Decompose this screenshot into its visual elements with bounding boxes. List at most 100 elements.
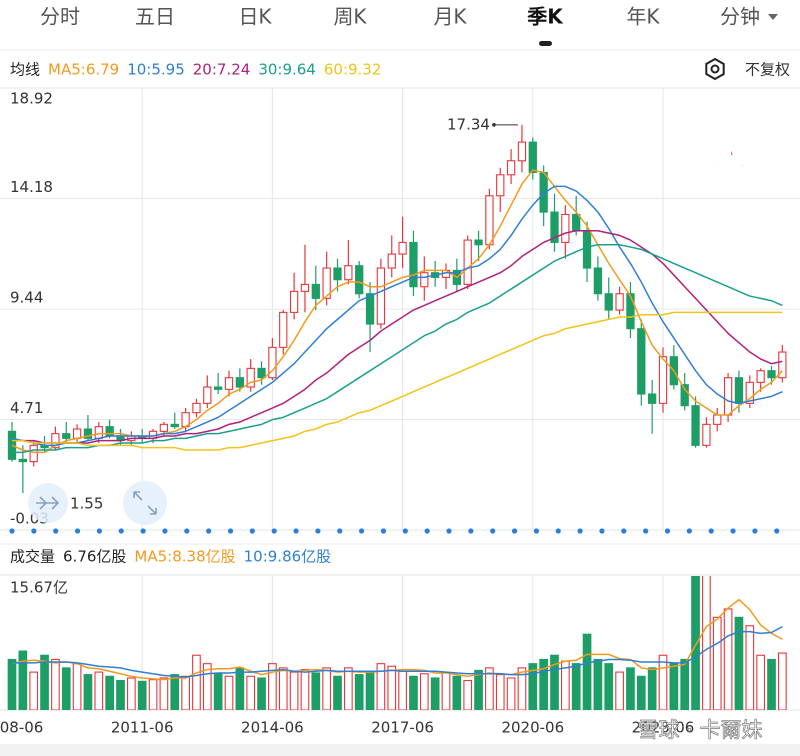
candle-body <box>62 433 71 439</box>
nav-icon <box>36 496 60 510</box>
volume-bar <box>712 616 722 710</box>
volume-bar <box>691 576 700 710</box>
volume-bar <box>441 672 451 710</box>
volume-bar <box>528 663 538 710</box>
settings-icon[interactable] <box>705 57 725 81</box>
volume-bar <box>343 667 353 710</box>
candle-body <box>647 393 657 404</box>
tab[interactable]: 月K <box>433 5 467 29</box>
timeline-dot <box>774 528 780 534</box>
volume-bar <box>647 667 657 710</box>
timeline-dot <box>162 528 168 534</box>
tab[interactable]: 五日 <box>135 5 175 29</box>
candle-body <box>376 267 386 325</box>
volume-bar <box>246 675 256 710</box>
candle-body <box>517 141 527 162</box>
tab[interactable]: 分钟 <box>720 5 760 29</box>
adjust-toggle[interactable]: 不复权 <box>745 61 790 79</box>
candle-body <box>29 444 38 463</box>
volume-bar <box>636 675 646 710</box>
candle-body <box>496 174 505 197</box>
timeline-dot <box>74 528 81 534</box>
timeline-dot <box>577 528 583 534</box>
volume-bar <box>419 673 429 710</box>
ma-line <box>12 311 783 451</box>
volume-bar <box>452 675 462 710</box>
candle-body <box>83 428 93 439</box>
volume-bar <box>105 675 114 710</box>
candle-body <box>572 213 581 232</box>
legend-entry: 均线 <box>10 61 40 79</box>
volume-bar <box>702 576 711 710</box>
volume-bar <box>94 671 104 710</box>
candle-body <box>528 141 537 173</box>
timeline-dot <box>118 528 124 534</box>
candle-body <box>333 267 342 281</box>
candle-body <box>365 293 375 325</box>
candle-body <box>604 293 613 311</box>
timeline-dot <box>490 528 496 534</box>
volume-bar <box>409 675 418 710</box>
candle-body <box>615 293 624 311</box>
timeline-dot <box>9 528 15 534</box>
volume-bar <box>571 663 581 710</box>
volume-bar <box>159 677 169 710</box>
volume-bar <box>745 625 755 710</box>
volume-bar <box>72 663 82 710</box>
volume-bar <box>658 654 668 710</box>
candle-body <box>159 423 169 432</box>
candle-body <box>767 370 776 379</box>
legend-entry: 30:9.64 <box>258 61 316 79</box>
timeline-dot <box>468 528 474 534</box>
candle-body <box>94 426 103 439</box>
volume-bar <box>51 658 60 710</box>
tab[interactable]: 季K <box>526 5 564 29</box>
volume-bar <box>333 675 342 710</box>
x-tick-label: 2020-06 <box>501 719 564 737</box>
candle-body <box>51 433 60 449</box>
ma-line <box>12 243 783 454</box>
volume-bar <box>723 608 733 710</box>
volume-bar <box>83 674 93 710</box>
timeline-dot <box>184 528 190 534</box>
timeline-dot <box>621 528 627 534</box>
candle-body <box>691 405 700 446</box>
candle-body <box>626 293 635 330</box>
timeline-dot <box>315 528 321 534</box>
volume-bar <box>365 671 375 710</box>
volume-bar <box>116 679 125 710</box>
volume-bar <box>29 671 39 710</box>
tab[interactable]: 日K <box>238 5 272 29</box>
timeline-dot <box>533 528 540 534</box>
ma-line <box>12 625 783 678</box>
expand-icon <box>133 491 157 515</box>
legend-entry: 20:7.24 <box>193 61 251 79</box>
y-tick-label: 18.92 <box>10 90 53 108</box>
candle-body <box>409 241 418 288</box>
candle-body <box>235 377 244 388</box>
volume-bar <box>485 667 494 710</box>
timeline-dot <box>227 528 234 534</box>
annotation: 1.55 <box>70 495 103 513</box>
legend-entry: 成交量 <box>10 548 55 566</box>
legend-entry: 10:9.86亿股 <box>244 548 332 566</box>
candle-body <box>170 423 179 428</box>
tab[interactable]: 周K <box>333 5 367 29</box>
candle-body <box>420 272 429 288</box>
expand-button[interactable] <box>123 481 167 525</box>
tab-indicator <box>539 41 552 46</box>
timeline-dot <box>511 528 518 534</box>
volume-bar <box>550 654 559 710</box>
candle-body <box>311 283 320 299</box>
candle-body <box>593 267 603 295</box>
tab[interactable]: 分时 <box>40 5 80 29</box>
tab[interactable]: 年K <box>626 5 660 29</box>
dropdown-arrow[interactable] <box>768 14 778 20</box>
volume-bar <box>376 663 386 710</box>
candle-body <box>268 346 277 379</box>
ma-line <box>11 185 783 447</box>
y-tick-label: 15.67亿 <box>10 579 68 597</box>
volume-bar <box>615 671 624 710</box>
candle-body <box>355 265 364 295</box>
volume-bar <box>148 679 158 710</box>
